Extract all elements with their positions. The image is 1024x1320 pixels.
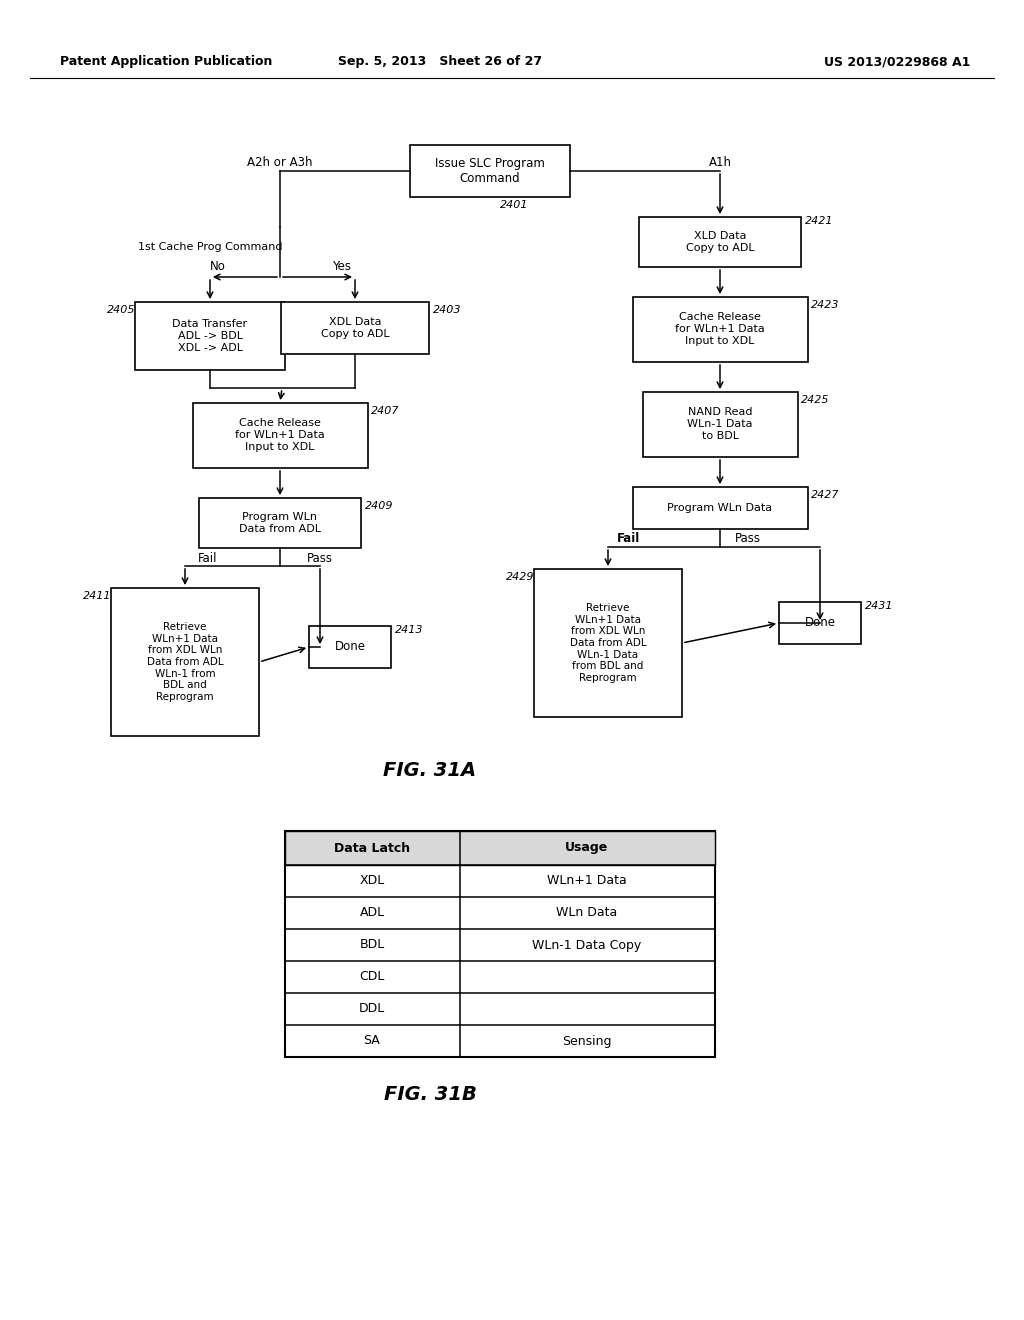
Bar: [193, 403, 368, 469]
Text: XDL Data
Copy to ADL: XDL Data Copy to ADL: [321, 317, 389, 339]
Text: Pass: Pass: [735, 532, 761, 545]
Text: 2405: 2405: [106, 305, 135, 315]
Text: A2h or A3h: A2h or A3h: [247, 157, 312, 169]
Text: Cache Release
for WLn+1 Data
Input to XDL: Cache Release for WLn+1 Data Input to XD…: [675, 313, 765, 346]
Text: Cache Release
for WLn+1 Data
Input to XDL: Cache Release for WLn+1 Data Input to XD…: [236, 418, 325, 451]
Text: 1st Cache Prog Command: 1st Cache Prog Command: [138, 242, 283, 252]
Text: 2425: 2425: [801, 395, 829, 405]
Text: WLn+1 Data: WLn+1 Data: [547, 874, 627, 887]
Text: FIG. 31B: FIG. 31B: [384, 1085, 476, 1105]
Text: 2427: 2427: [811, 490, 840, 500]
Text: FIG. 31A: FIG. 31A: [383, 762, 476, 780]
Text: No: No: [210, 260, 226, 273]
Bar: [309, 626, 391, 668]
Text: A1h: A1h: [709, 157, 731, 169]
Text: 2409: 2409: [365, 502, 393, 511]
Bar: [111, 587, 259, 737]
Text: Issue SLC Program
Command: Issue SLC Program Command: [435, 157, 545, 185]
Text: Program WLn
Data from ADL: Program WLn Data from ADL: [239, 512, 321, 533]
Bar: [534, 569, 682, 717]
Text: Sensing: Sensing: [562, 1035, 611, 1048]
Text: 2429: 2429: [506, 572, 535, 582]
Text: CDL: CDL: [359, 970, 385, 983]
Text: Data Latch: Data Latch: [334, 842, 410, 854]
Text: Fail: Fail: [199, 552, 218, 565]
Text: Usage: Usage: [565, 842, 608, 854]
Text: 2407: 2407: [371, 407, 399, 416]
Text: 2413: 2413: [395, 624, 424, 635]
Text: 2423: 2423: [811, 300, 840, 310]
Text: WLn-1 Data Copy: WLn-1 Data Copy: [532, 939, 642, 952]
Bar: [410, 145, 570, 197]
Text: BDL: BDL: [359, 939, 385, 952]
Text: 2431: 2431: [865, 601, 894, 611]
Text: ADL: ADL: [359, 907, 385, 920]
Text: DDL: DDL: [358, 1002, 385, 1015]
Bar: [135, 302, 285, 370]
Text: 2421: 2421: [805, 216, 834, 226]
Text: Data Transfer
ADL -> BDL
XDL -> ADL: Data Transfer ADL -> BDL XDL -> ADL: [172, 319, 248, 352]
Bar: [779, 602, 861, 644]
Text: 2401: 2401: [500, 201, 528, 210]
Bar: [285, 832, 715, 865]
Bar: [199, 498, 361, 548]
Bar: [643, 392, 798, 457]
Text: Retrieve
WLn+1 Data
from XDL WLn
Data from ADL
WLn-1 from
BDL and
Reprogram: Retrieve WLn+1 Data from XDL WLn Data fr…: [146, 622, 223, 702]
Bar: [639, 216, 801, 267]
Text: Yes: Yes: [333, 260, 351, 273]
Text: XLD Data
Copy to ADL: XLD Data Copy to ADL: [686, 231, 755, 253]
Text: Program WLn Data: Program WLn Data: [668, 503, 772, 513]
Text: WLn Data: WLn Data: [556, 907, 617, 920]
Bar: [281, 302, 429, 354]
Text: 2403: 2403: [433, 305, 462, 315]
Text: Patent Application Publication: Patent Application Publication: [60, 55, 272, 69]
Bar: [633, 297, 808, 362]
Text: Done: Done: [335, 640, 366, 653]
Text: Sep. 5, 2013   Sheet 26 of 27: Sep. 5, 2013 Sheet 26 of 27: [338, 55, 542, 69]
Bar: [285, 832, 715, 1057]
Bar: [633, 487, 808, 529]
Text: Pass: Pass: [307, 552, 333, 565]
Text: NAND Read
WLn-1 Data
to BDL: NAND Read WLn-1 Data to BDL: [687, 408, 753, 441]
Text: Done: Done: [805, 616, 836, 630]
Text: Retrieve
WLn+1 Data
from XDL WLn
Data from ADL
WLn-1 Data
from BDL and
Reprogram: Retrieve WLn+1 Data from XDL WLn Data fr…: [569, 603, 646, 682]
Text: US 2013/0229868 A1: US 2013/0229868 A1: [823, 55, 970, 69]
Text: SA: SA: [364, 1035, 380, 1048]
Text: Fail: Fail: [616, 532, 640, 545]
Text: XDL: XDL: [359, 874, 385, 887]
Text: 2411: 2411: [83, 591, 112, 601]
